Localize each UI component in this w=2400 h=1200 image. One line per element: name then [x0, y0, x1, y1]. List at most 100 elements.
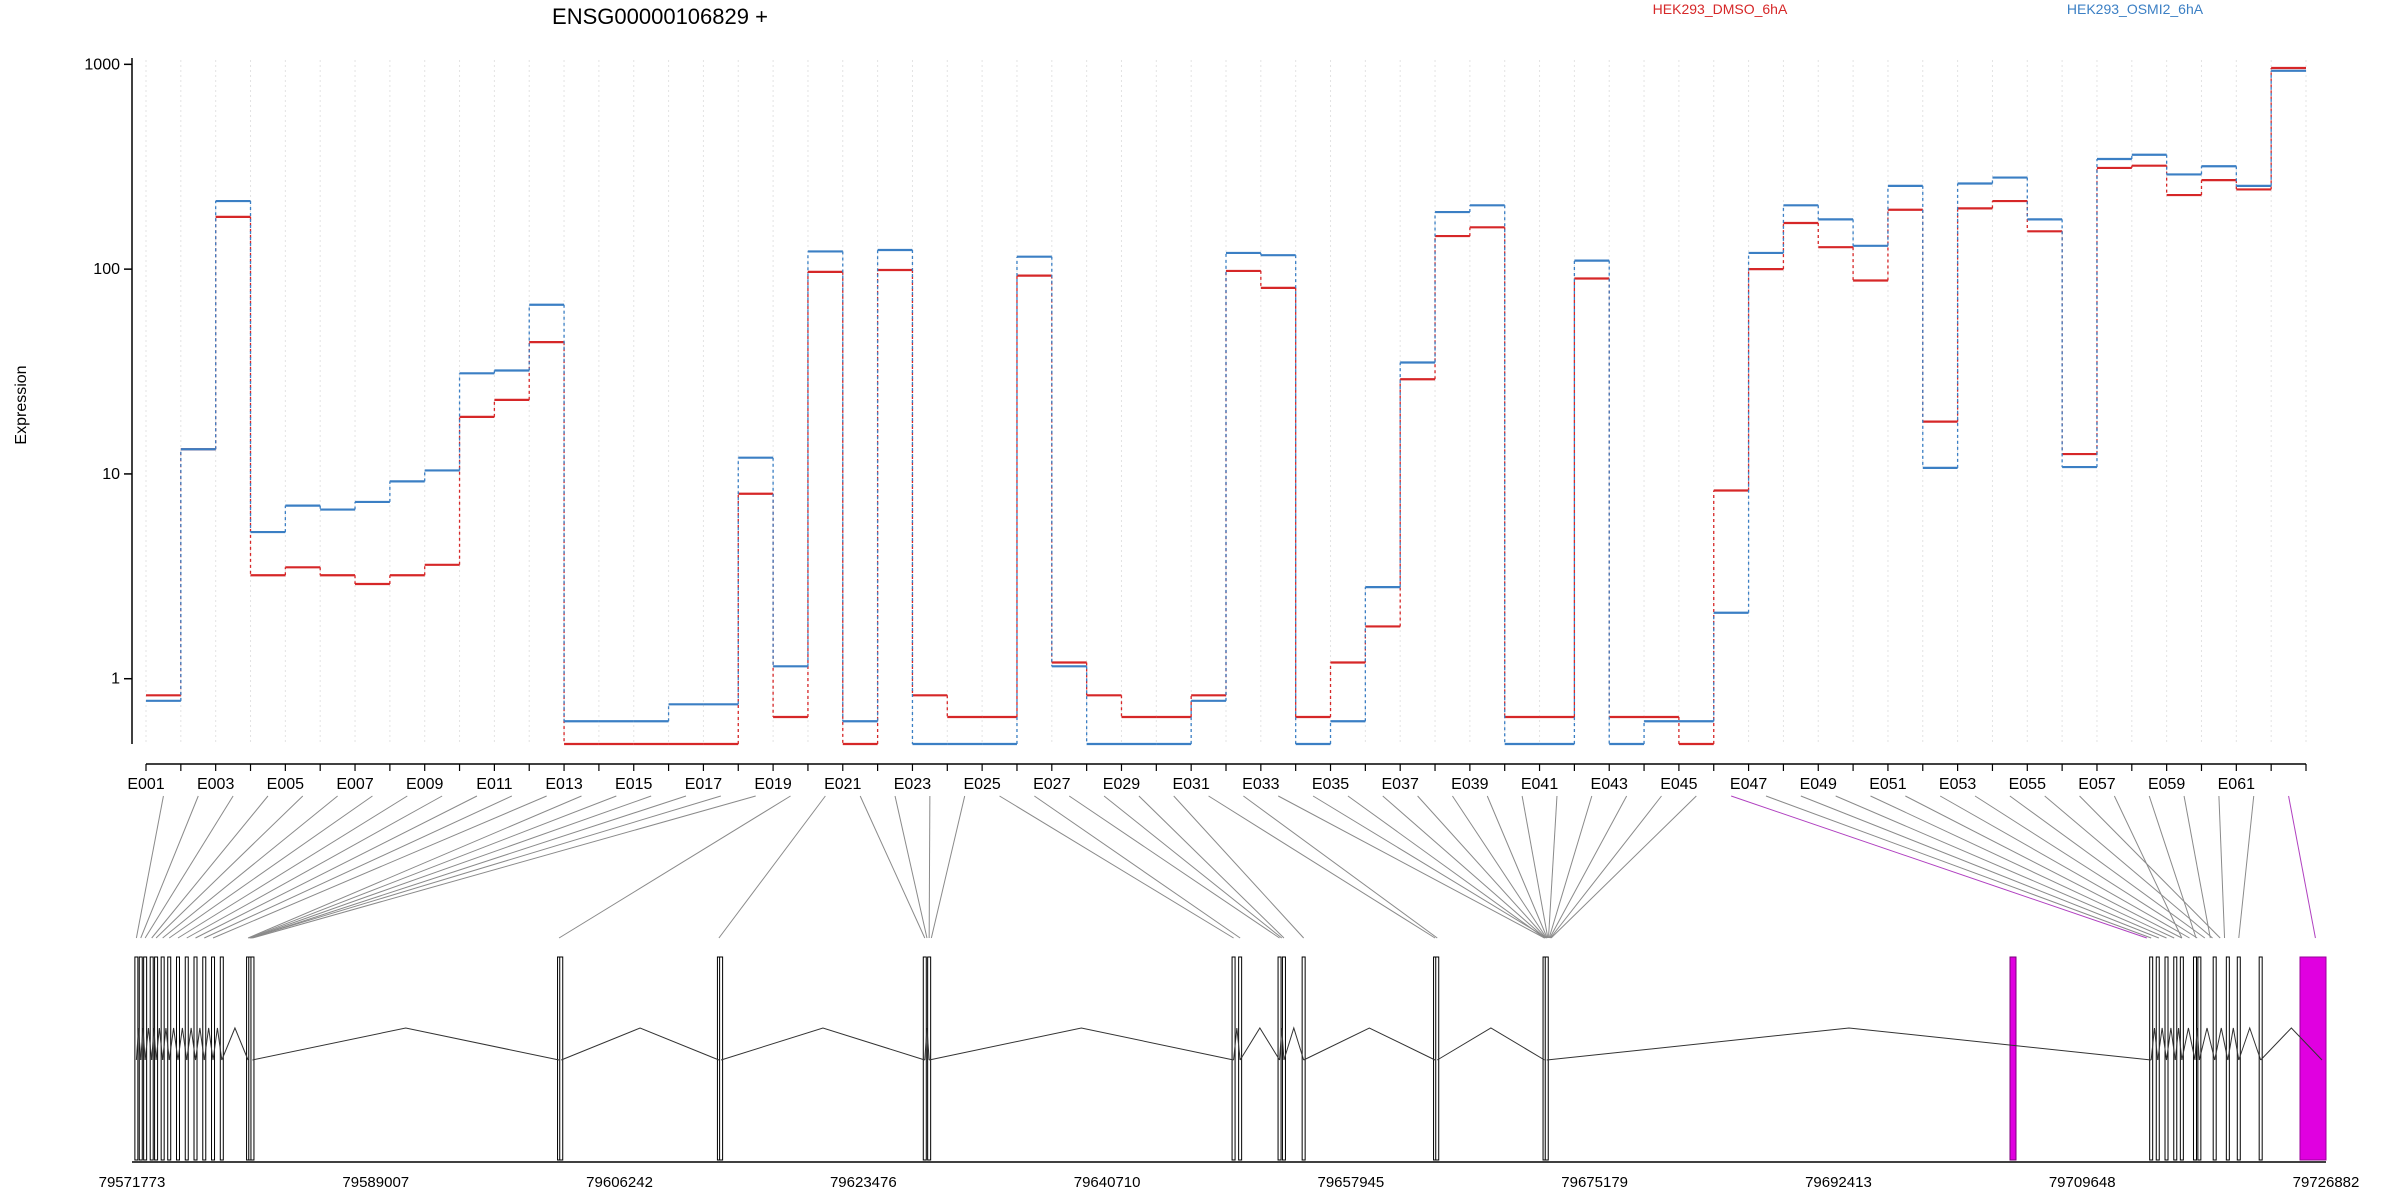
x-tick-label: E019 — [754, 776, 791, 793]
x-tick-label: E029 — [1103, 776, 1140, 793]
x-tick-label: E021 — [824, 776, 861, 793]
connector-E047 — [1765, 795, 2152, 939]
x-tick-label: E013 — [545, 776, 582, 793]
chart-title: ENSG00000106829 + — [552, 4, 768, 29]
connector-E043 — [1549, 795, 1628, 939]
x-axis: E001 E003 E005 E007 E009 E011 E013 E015 E017 E019… — [127, 763, 2307, 793]
connector-E017 — [250, 795, 721, 939]
intron-line — [1233, 1027, 1241, 1061]
exon-box — [719, 956, 724, 1161]
connector-E029 — [1138, 795, 1285, 939]
x-tick-label: E049 — [1800, 776, 1837, 793]
x-tick-label: E009 — [406, 776, 443, 793]
connector-E049 — [1835, 795, 2167, 939]
connector-E044 — [1550, 795, 1662, 939]
x-tick-label: E025 — [963, 776, 1000, 793]
y-tick-label: 100 — [93, 261, 120, 278]
intron-line — [929, 1027, 1234, 1061]
intron-line — [1436, 1027, 1545, 1061]
intron-line — [1239, 1027, 1280, 1061]
gene-model — [134, 956, 2327, 1161]
connector-E007 — [168, 795, 373, 939]
coordinate-label: 79692413 — [1805, 1174, 1872, 1191]
connector-E016 — [251, 795, 687, 939]
intron-line — [177, 1027, 188, 1061]
genomic-coordinate-axis: 79571773 79589007 79606242 79623476 79640710… — [99, 1161, 2359, 1191]
exon-box — [1435, 956, 1440, 1161]
x-tick-label: E007 — [336, 776, 373, 793]
connector-E060 — [2218, 795, 2226, 939]
intron-line — [155, 1027, 164, 1061]
intron-line — [135, 1027, 142, 1061]
connector-E035 — [1347, 795, 1545, 939]
x-tick-label: E057 — [2078, 776, 2115, 793]
intron-line — [221, 1026, 249, 1061]
exon-box-highlighted — [2009, 956, 2017, 1161]
intron-line — [144, 1027, 153, 1061]
coordinate-label: 79709648 — [2049, 1174, 2116, 1191]
connector-E041 — [1547, 795, 1558, 939]
expression-series — [146, 66, 2306, 746]
intron-line — [561, 1027, 720, 1061]
intron-line — [151, 1027, 157, 1061]
x-tick-label: E053 — [1939, 776, 1976, 793]
connector-E011 — [204, 795, 513, 939]
x-tick-label: E039 — [1451, 776, 1488, 793]
x-tick-label: E059 — [2148, 776, 2185, 793]
connector-E056 — [2079, 795, 2221, 939]
connector-E010 — [195, 795, 478, 939]
y-tick-label: 1000 — [84, 56, 120, 73]
intron-line — [2227, 1027, 2240, 1061]
connector-E053 — [1974, 795, 2198, 939]
x-tick-label: E015 — [615, 776, 652, 793]
connector-E024 — [930, 795, 966, 939]
y-axis-label: Expression — [13, 365, 30, 444]
connector-E052 — [1939, 795, 2190, 939]
exon-box — [1544, 956, 1549, 1161]
intron-line — [2198, 1027, 2216, 1061]
connector-E057 — [2113, 795, 2183, 939]
intron-line — [140, 1027, 146, 1061]
x-tick-label: E045 — [1660, 776, 1697, 793]
connector-E014 — [248, 795, 617, 939]
connector-E012 — [212, 795, 547, 939]
y-tick-label: 1 — [111, 671, 120, 688]
connector-E032 — [1243, 795, 1438, 939]
y-axis: 1 10 100 1000 — [84, 56, 133, 744]
connector-E045 — [1550, 795, 1697, 939]
intron-line — [1279, 1027, 1285, 1061]
connector-E001 — [135, 795, 164, 939]
connector-E050 — [1870, 795, 2175, 939]
connector-E009 — [186, 795, 443, 939]
series-osmi2 — [146, 69, 2306, 746]
connector-E019 — [558, 795, 791, 939]
x-tick-label: E035 — [1312, 776, 1349, 793]
x-tick-label: E051 — [1869, 776, 1906, 793]
intron-line — [2181, 1027, 2196, 1061]
connector-E051 — [1905, 795, 2183, 939]
x-tick-label: E011 — [476, 776, 512, 793]
x-tick-label: E017 — [685, 776, 722, 793]
connector-E006 — [162, 795, 338, 939]
intron-line — [162, 1027, 170, 1061]
connector-E031 — [1208, 795, 1436, 939]
x-tick-label: E055 — [2009, 776, 2046, 793]
coordinate-label: 79640710 — [1074, 1174, 1141, 1191]
connector-E025 — [999, 795, 1234, 939]
coordinate-label: 79589007 — [342, 1174, 409, 1191]
exon-connector-lines — [135, 795, 2316, 939]
intron-line — [924, 1027, 930, 1061]
intron-line — [212, 1027, 223, 1061]
intron-line — [2238, 1026, 2262, 1061]
connector-E013 — [247, 795, 582, 939]
intron-line — [1546, 1027, 2152, 1061]
intron-line — [1283, 1026, 1305, 1061]
x-tick-label: E031 — [1172, 776, 1209, 793]
exon-gridlines — [145, 60, 2307, 744]
x-tick-label: E001 — [127, 776, 164, 793]
connector-E062 — [2288, 795, 2316, 939]
connector-E026 — [1034, 795, 1241, 939]
intron-line — [168, 1027, 179, 1061]
x-tick-label: E041 — [1521, 776, 1558, 793]
